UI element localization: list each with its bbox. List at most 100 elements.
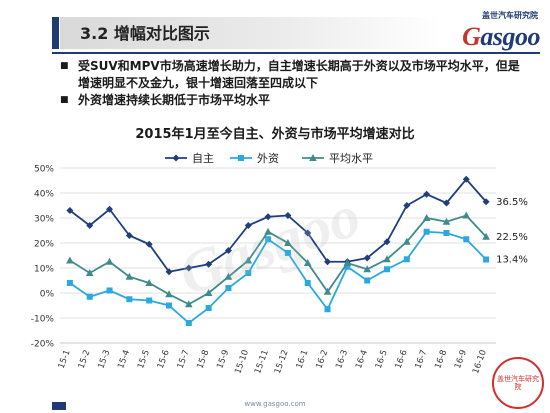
y-tick-label: 30% [34, 215, 54, 225]
page-title: 3.2 增幅对比图示 [80, 24, 210, 43]
data-point [344, 263, 351, 270]
x-tick-label: 15-1 [57, 349, 73, 371]
data-point [442, 217, 451, 225]
brand-en-first: G [462, 22, 481, 51]
data-point [324, 258, 332, 266]
data-point [224, 272, 233, 280]
header-divider [52, 52, 540, 54]
x-tick-label: 15-5 [136, 349, 152, 371]
x-tick-label: 16-4 [354, 349, 370, 371]
x-tick-label: 15-12 [273, 349, 291, 376]
data-point [86, 293, 93, 300]
data-point [483, 256, 490, 263]
data-point [146, 297, 153, 304]
brand-logo: 盖世汽车研究院 Gasgoo [430, 10, 540, 56]
data-point [224, 247, 232, 254]
data-point [264, 213, 272, 221]
data-point [422, 214, 431, 221]
x-tick-label: 16-2 [314, 349, 330, 371]
data-point [185, 264, 193, 272]
legend-marker [309, 154, 317, 161]
data-point [225, 285, 232, 291]
x-tick-label: 16-5 [374, 349, 390, 371]
header-bar [60, 17, 440, 49]
data-point [85, 269, 94, 276]
legend-label: 外资 [257, 152, 279, 165]
data-point [363, 265, 371, 273]
data-point [145, 279, 153, 286]
brand-en: Gasgoo [462, 22, 540, 52]
data-point [145, 240, 153, 248]
data-point [66, 256, 74, 264]
brand-cn: 盖世汽车研究院 [482, 11, 538, 20]
data-point [125, 272, 134, 280]
end-data-label: 36.5% [496, 197, 528, 208]
data-point [265, 236, 272, 243]
series-line [69, 177, 487, 273]
data-point [244, 222, 252, 229]
data-point [383, 255, 391, 263]
data-point [284, 239, 292, 246]
legend-marker [238, 155, 244, 161]
stamp-seal: 盖世汽车研究院 [492, 357, 544, 409]
data-point [403, 237, 411, 245]
x-tick-label: 16-9 [453, 349, 469, 371]
data-point [125, 232, 133, 239]
x-tick-label: 16-7 [413, 349, 429, 371]
data-point [384, 266, 390, 273]
data-point [284, 250, 291, 256]
x-tick-label: 15-8 [195, 349, 211, 371]
y-tick-label: -10% [31, 315, 55, 325]
data-point [443, 230, 450, 236]
data-point [403, 256, 410, 263]
y-tick-label: 50% [34, 165, 54, 175]
legend-marker [172, 154, 180, 162]
bullet-list: ■ 受SUV和MPV市场高速增长助力，自主增速长期高于外资以及市场平均水平，但是… [60, 58, 520, 109]
data-point [245, 270, 252, 276]
header-accent-bar [52, 17, 59, 49]
series-line [69, 214, 487, 306]
y-tick-label: -20% [31, 340, 55, 350]
x-tick-label: 16-1 [295, 349, 311, 371]
x-tick-label: 15-9 [215, 349, 231, 371]
data-point [324, 306, 331, 313]
data-point [442, 199, 450, 207]
data-point [364, 277, 371, 284]
x-tick-label: 15-6 [156, 349, 172, 371]
data-point [462, 175, 470, 183]
data-point [126, 296, 133, 303]
x-tick-label: 15-11 [253, 349, 271, 376]
data-point [105, 257, 114, 265]
x-tick-label: 16-6 [394, 349, 410, 371]
series-line [69, 230, 487, 325]
y-tick-label: 10% [34, 265, 54, 275]
data-point [463, 236, 470, 243]
data-point [284, 212, 292, 219]
data-point [403, 202, 411, 209]
data-point [166, 302, 172, 309]
end-data-label: 13.4% [496, 255, 528, 266]
chart-title: 2015年1月至今自主、外资与市场平均增速对比 [135, 127, 415, 142]
bullet-text: 外资增速持续长期低于市场平均水平 [78, 93, 271, 107]
data-point [462, 211, 471, 219]
data-point [66, 207, 74, 214]
x-tick-label: 16-8 [433, 349, 449, 371]
data-point [66, 280, 73, 286]
footer-accent [52, 402, 66, 410]
x-tick-label: 15-10 [233, 349, 251, 376]
data-point [205, 260, 213, 268]
data-point [423, 190, 431, 198]
legend-label: 自主 [192, 152, 214, 165]
x-tick-label: 15-4 [116, 349, 132, 371]
data-point [106, 287, 113, 294]
data-point [343, 259, 352, 266]
x-tick-label: 16-3 [334, 349, 350, 371]
data-point [482, 198, 490, 206]
x-tick-label: 15-2 [77, 349, 93, 371]
data-point [264, 227, 272, 235]
data-point [185, 320, 192, 326]
footer-url: www.gasgoo.com [244, 400, 306, 408]
brand-en-rest: asgoo [480, 22, 540, 51]
bullet-square-icon: ■ [60, 95, 69, 105]
